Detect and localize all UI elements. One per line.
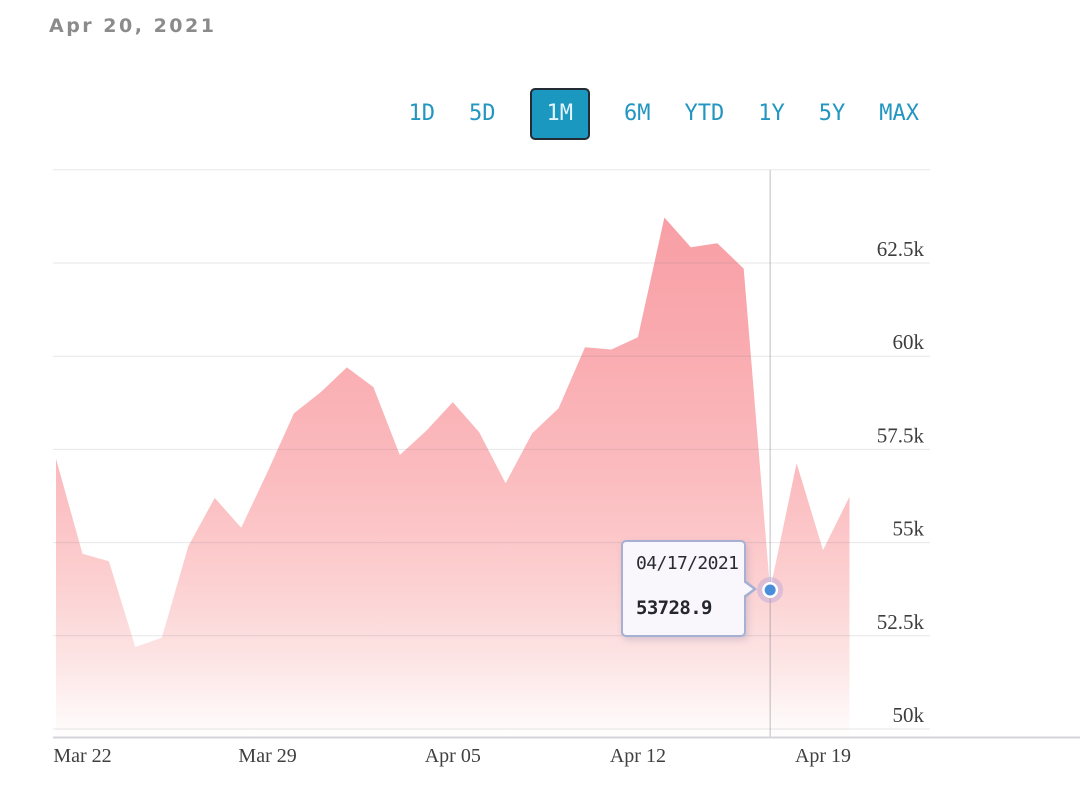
range-button-5y[interactable]: 5Y — [818, 101, 846, 126]
tooltip-value: 53728.9 — [636, 597, 712, 619]
range-button-1d[interactable]: 1D — [408, 101, 436, 126]
y-tick-label: 62.5k — [877, 237, 925, 261]
hover-point-dot[interactable] — [764, 584, 776, 596]
y-tick-label: 52.5k — [877, 610, 925, 634]
current-date-label: Apr 20, 2021 — [49, 15, 217, 37]
x-tick-label: Mar 22 — [53, 745, 111, 767]
x-tick-label: Apr 19 — [795, 745, 851, 767]
hover-tooltip: 04/17/2021 53728.9 — [621, 540, 757, 637]
tooltip-date: 04/17/2021 — [636, 553, 739, 574]
y-tick-label: 55k — [893, 517, 925, 541]
range-button-6m[interactable]: 6M — [624, 101, 651, 126]
range-button-1m[interactable]: 1M — [529, 88, 590, 140]
y-tick-label: 57.5k — [877, 423, 925, 447]
y-tick-label: 50k — [893, 703, 925, 727]
range-selector: 1D 5D 1M 6M YTD 1Y 5Y MAX — [408, 87, 919, 141]
range-button-1y[interactable]: 1Y — [758, 101, 785, 126]
x-tick-label: Apr 12 — [610, 745, 666, 767]
range-button-max[interactable]: MAX — [879, 101, 919, 126]
y-tick-label: 60k — [893, 330, 925, 354]
x-tick-label: Apr 05 — [425, 745, 481, 767]
x-tick-label: Mar 29 — [238, 745, 296, 767]
area-series — [56, 217, 850, 738]
range-button-5d[interactable]: 5D — [469, 101, 496, 126]
range-button-ytd[interactable]: YTD — [684, 101, 725, 126]
